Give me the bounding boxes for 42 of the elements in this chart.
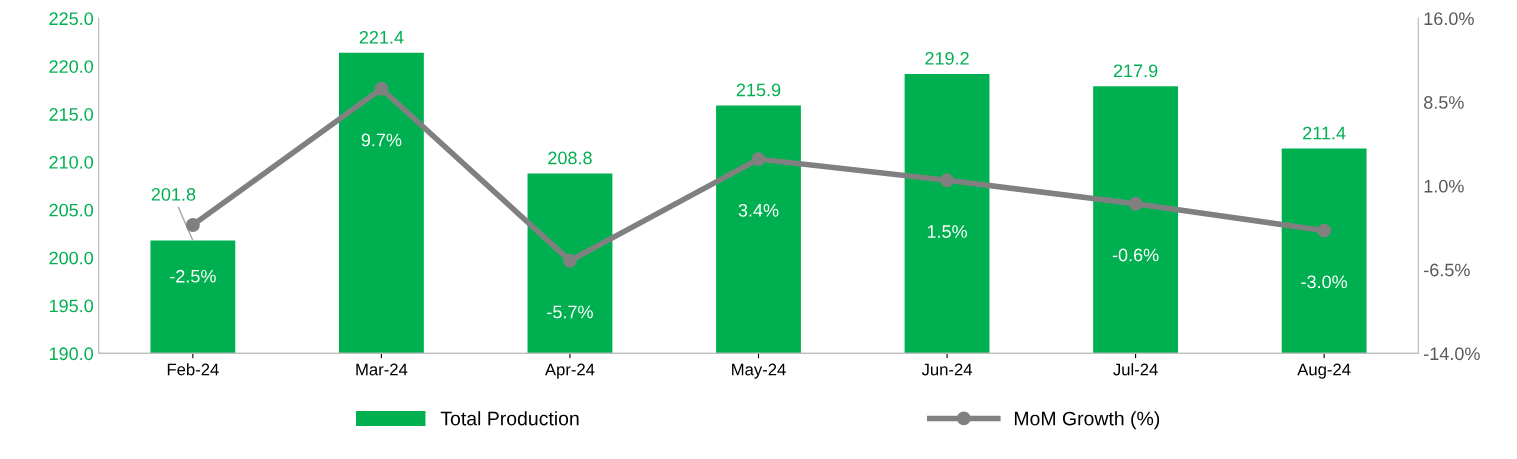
data-label: 201.8 — [151, 188, 196, 201]
y2-tick-label: -6.5% — [1424, 263, 1470, 277]
y-tick-label: 225.0 — [49, 12, 94, 26]
x-tick-label: Aug-24 — [1297, 363, 1351, 379]
y-tick-label: 220.0 — [49, 60, 94, 73]
x-tick-label: May-24 — [732, 363, 786, 379]
y2-tick-label: 8.5% — [1424, 96, 1464, 109]
y2-tick-label: 16.0% — [1424, 12, 1474, 26]
y2-tick-label: 1.0% — [1424, 179, 1464, 193]
y-tick-label: 195.0 — [49, 299, 94, 313]
data-label: -5.7% — [547, 305, 593, 319]
y-tick-label: 200.0 — [49, 251, 94, 265]
legend-label: MoM Growth (%) — [1014, 411, 1160, 430]
data-label: -2.5% — [170, 269, 216, 283]
x-tick-label: Jul-24 — [1113, 363, 1158, 376]
data-label: 208.8 — [548, 151, 592, 165]
data-label: 3.4% — [738, 203, 779, 217]
x-tick-label: Feb-24 — [167, 363, 219, 376]
point — [563, 253, 577, 268]
x-tick-label: Apr-24 — [544, 363, 595, 379]
data-label: 221.4 — [359, 30, 404, 44]
x-tick-label: Mar-24 — [356, 363, 408, 376]
data-label: -0.6% — [1112, 248, 1159, 262]
data-label: -3.0% — [1301, 275, 1348, 289]
point — [1128, 196, 1143, 211]
y-tick-label: 190.0 — [49, 347, 94, 361]
point — [940, 173, 954, 188]
data-label: 215.9 — [736, 83, 781, 97]
legend-label: Total Production — [440, 411, 579, 426]
data-label: 219.2 — [925, 51, 969, 65]
point — [1317, 223, 1332, 238]
data-label: 9.7% — [361, 133, 402, 147]
y-tick-label: 210.0 — [49, 155, 94, 169]
point — [374, 81, 389, 96]
data-label: 217.9 — [1113, 64, 1158, 78]
point — [751, 152, 766, 167]
data-label: 1.5% — [927, 225, 967, 238]
y-tick-label: 205.0 — [49, 203, 94, 217]
data-label: 211.4 — [1303, 126, 1346, 140]
y2-tick-label: -14.0% — [1424, 347, 1480, 361]
y-tick-label: 215.0 — [49, 108, 94, 121]
x-tick-label: Jun-24 — [921, 363, 973, 376]
